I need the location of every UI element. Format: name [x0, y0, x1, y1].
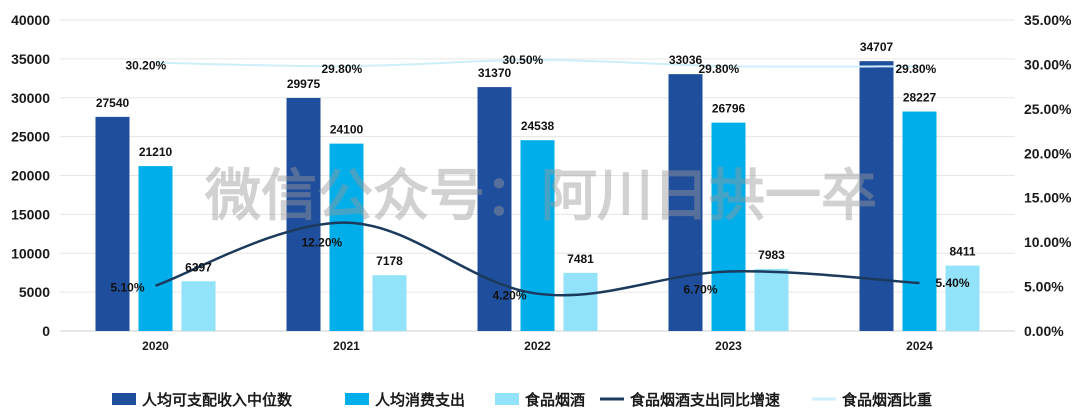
bar-value-label: 29975 — [287, 77, 321, 91]
x-tick-label: 2023 — [715, 339, 742, 353]
bar — [520, 140, 555, 331]
bar — [902, 111, 937, 332]
y-right-tick: 10.00% — [1024, 234, 1072, 250]
bar — [286, 97, 321, 332]
y-right-tick: 25.00% — [1024, 101, 1072, 117]
line-value-label: 29.80% — [699, 62, 740, 76]
bar-series — [95, 61, 980, 332]
series-line — [155, 58, 920, 68]
line-value-label: 4.20% — [493, 289, 527, 303]
x-axis: 2020 2021 2022 2023 2024 — [142, 339, 933, 353]
line-value-label: 5.10% — [111, 281, 145, 295]
y-left-tick: 35000 — [11, 51, 50, 67]
y-right-tick: 20.00% — [1024, 145, 1072, 161]
bar-value-label: 7178 — [376, 254, 403, 268]
bar-value-label: 21210 — [139, 145, 173, 159]
x-tick-label: 2022 — [524, 339, 551, 353]
bar-value-label: 7481 — [567, 252, 594, 266]
bar-value-label: 6397 — [185, 260, 212, 274]
y-right-tick: 15.00% — [1024, 190, 1072, 206]
bar — [477, 87, 512, 331]
line-value-label: 30.50% — [503, 53, 544, 67]
y-left-tick: 30000 — [11, 90, 50, 106]
y-left-tick: 10000 — [11, 245, 50, 261]
bar-value-label: 33036 — [669, 53, 703, 67]
bar-value-label: 34707 — [860, 40, 894, 54]
bar — [711, 122, 746, 331]
left-axis: 0 5000 10000 15000 20000 25000 30000 35000 40000 — [11, 12, 50, 339]
bar — [859, 61, 894, 331]
y-right-tick: 0.00% — [1024, 323, 1064, 339]
line-value-label: 30.20% — [126, 59, 167, 73]
bar — [95, 116, 130, 332]
legend-label: 人均可支配收入中位数 — [142, 391, 293, 409]
legend: 人均可支配收入中位数 人均消费支出 食品烟酒 食品烟酒支出同比增速 食品烟酒比重 — [112, 391, 932, 409]
y-left-tick: 15000 — [11, 206, 50, 222]
y-left-tick: 25000 — [11, 129, 50, 145]
bar-value-label: 8411 — [949, 245, 975, 259]
bar — [668, 74, 703, 331]
line-value-label: 29.80% — [896, 62, 937, 76]
legend-label: 食品烟酒 — [525, 391, 585, 409]
legend-label: 人均消费支出 — [375, 391, 465, 409]
bar-value-label: 24100 — [330, 123, 364, 137]
bar — [372, 275, 407, 331]
x-tick-label: 2020 — [142, 339, 169, 353]
line-series — [155, 58, 920, 297]
y-left-tick: 5000 — [19, 284, 50, 300]
bar-value-label: 28227 — [903, 91, 937, 105]
line-value-label: 12.20% — [302, 236, 343, 250]
y-right-tick: 5.00% — [1024, 279, 1064, 295]
x-tick-label: 2021 — [333, 339, 360, 353]
bar-value-label: 24538 — [521, 119, 555, 133]
line-value-label: 5.40% — [936, 276, 970, 290]
data-labels: 27540 29975 31370 33036 34707 21210 24100 24538… — [96, 40, 976, 303]
legend-label: 食品烟酒比重 — [842, 391, 932, 409]
right-axis: 0.00% 5.00% 10.00% 15.00% 20.00% 25.00% 30.00%… — [1024, 12, 1072, 339]
line-value-label: 6.70% — [684, 282, 718, 296]
bar — [754, 268, 789, 331]
bar — [181, 281, 216, 331]
legend-swatch — [345, 393, 369, 405]
legend-swatch — [495, 393, 519, 405]
y-right-tick: 30.00% — [1024, 56, 1072, 72]
bar-value-label: 27540 — [96, 96, 130, 110]
y-left-tick: 40000 — [11, 12, 50, 28]
watermark: 微信公众号：阿川日拱一卒 — [204, 164, 877, 229]
y-right-tick: 35.00% — [1024, 12, 1072, 28]
bar-value-label: 7983 — [758, 248, 785, 262]
series-line — [155, 221, 920, 297]
bar — [563, 272, 598, 331]
y-left-tick: 0 — [42, 323, 50, 339]
bar-value-label: 26796 — [712, 102, 746, 116]
line-value-label: 29.80% — [322, 62, 363, 76]
bar — [945, 265, 980, 331]
bar — [138, 166, 173, 331]
legend-label: 食品烟酒支出同比增速 — [630, 391, 780, 409]
y-left-tick: 20000 — [11, 168, 50, 184]
legend-swatch — [112, 393, 136, 405]
bar — [329, 143, 364, 331]
x-tick-label: 2024 — [906, 339, 933, 353]
bar-value-label: 31370 — [478, 66, 512, 80]
